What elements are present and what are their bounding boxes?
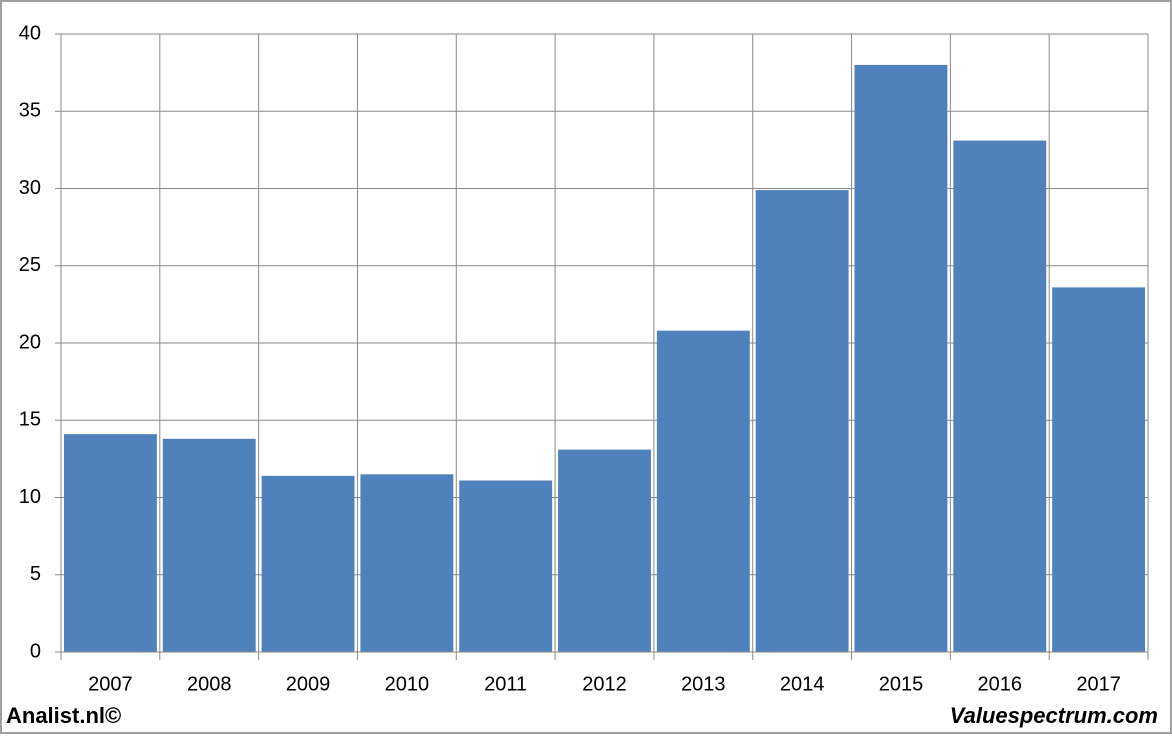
bar bbox=[360, 474, 454, 652]
x-tick-label: 2011 bbox=[484, 673, 527, 695]
footer-left: Analist.nl© bbox=[6, 703, 121, 728]
y-tick-label: 0 bbox=[30, 640, 41, 662]
plot-area: 0 5 10 15 20 25 30 35 40 2007 2008 2009 2010 2011 2012… bbox=[19, 22, 1149, 695]
x-tick-label: 2007 bbox=[88, 673, 133, 695]
bar bbox=[63, 434, 157, 652]
x-tick-label: 2014 bbox=[780, 673, 825, 695]
x-tick-label: 2016 bbox=[978, 673, 1023, 695]
bar bbox=[558, 449, 651, 652]
y-tick-label: 40 bbox=[19, 22, 41, 44]
y-tick-label: 20 bbox=[19, 331, 41, 353]
bar bbox=[1052, 287, 1146, 652]
y-tick-label: 30 bbox=[19, 177, 41, 199]
bar bbox=[261, 475, 355, 652]
x-tick-label: 2010 bbox=[385, 673, 430, 695]
x-tick-label: 2008 bbox=[187, 673, 232, 695]
y-tick-label: 5 bbox=[30, 563, 41, 585]
y-tick-label: 15 bbox=[19, 409, 41, 431]
y-tick-label: 10 bbox=[19, 486, 41, 508]
bar bbox=[162, 438, 256, 652]
y-tick-label: 35 bbox=[19, 100, 41, 122]
footer-right: Valuespectrum.com bbox=[950, 703, 1158, 728]
bar bbox=[854, 64, 948, 652]
bar bbox=[755, 190, 849, 653]
bar bbox=[459, 480, 553, 652]
bar bbox=[953, 140, 1047, 653]
x-tick-label: 2012 bbox=[582, 673, 627, 695]
x-tick-label: 2017 bbox=[1076, 673, 1121, 695]
y-tick-label: 25 bbox=[19, 254, 41, 276]
bar bbox=[656, 330, 750, 652]
x-tick-label: 2009 bbox=[286, 673, 331, 695]
x-tick-label: 2015 bbox=[879, 673, 924, 695]
x-tick-label: 2013 bbox=[681, 673, 726, 695]
